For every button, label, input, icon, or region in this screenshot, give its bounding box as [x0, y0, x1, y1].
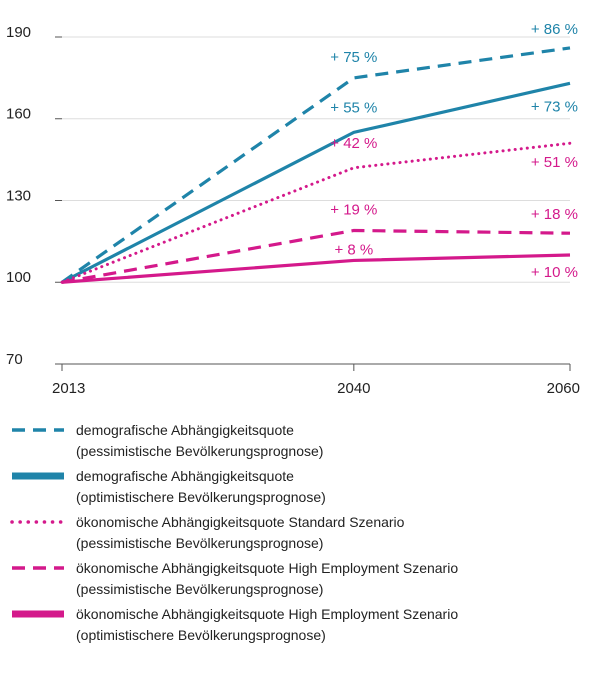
y-tick-label: 190 [6, 24, 31, 41]
legend-label: ökonomische Abhängigkeitsquote Standard … [76, 514, 405, 551]
legend-item: ökonomische Abhängigkeitsquote High Empl… [0, 604, 594, 650]
legend-item: demografische Abhängigkeitsquote (optimi… [0, 466, 594, 512]
x-tick-label: 2013 [52, 380, 85, 397]
change-label: + 18 % [531, 206, 578, 223]
series-line [61, 228, 571, 284]
chart: 70 100 130 160 190 2013 2040 2060 + 75 % + 86 % + … [6, 21, 580, 397]
series-line [61, 46, 571, 284]
x-tick-label: 2040 [337, 380, 370, 397]
x-tick-label: 2060 [547, 380, 580, 397]
legend-swatch [12, 566, 64, 570]
change-label: + 86 % [531, 21, 578, 38]
change-label: + 75 % [330, 49, 377, 66]
change-label: + 55 % [330, 99, 377, 116]
legend-label: demografische Abhängigkeitsquote (pessim… [76, 422, 324, 459]
legend-label: ökonomische Abhängigkeitsquote High Empl… [76, 606, 459, 643]
legend: demografische Abhängigkeitsquote (pessim… [0, 420, 594, 650]
legend-label: demografische Abhängigkeitsquote (optimi… [76, 468, 326, 505]
y-tick-label: 160 [6, 106, 31, 123]
legend-label: ökonomische Abhängigkeitsquote High Empl… [76, 560, 459, 597]
legend-swatch [12, 472, 64, 480]
legend-swatch [12, 428, 64, 432]
legend-item: ökonomische Abhängigkeitsquote High Empl… [0, 558, 594, 604]
change-label: + 19 % [330, 201, 377, 218]
y-tick-label: 100 [6, 269, 31, 286]
change-label: + 10 % [531, 264, 578, 281]
series-line [61, 81, 571, 284]
change-label: + 51 % [531, 154, 578, 171]
series-line [61, 253, 571, 284]
legend-item: demografische Abhängigkeitsquote (pessim… [0, 420, 594, 466]
y-tick-label: 130 [6, 187, 31, 204]
change-label: + 73 % [531, 98, 578, 115]
change-label: + 42 % [330, 135, 377, 152]
legend-item: ökonomische Abhängigkeitsquote Standard … [0, 512, 594, 558]
y-tick-label: 70 [6, 351, 23, 368]
legend-swatch [10, 520, 66, 524]
change-label: + 8 % [334, 241, 373, 258]
series-line [60, 141, 572, 284]
legend-swatch [12, 610, 64, 618]
